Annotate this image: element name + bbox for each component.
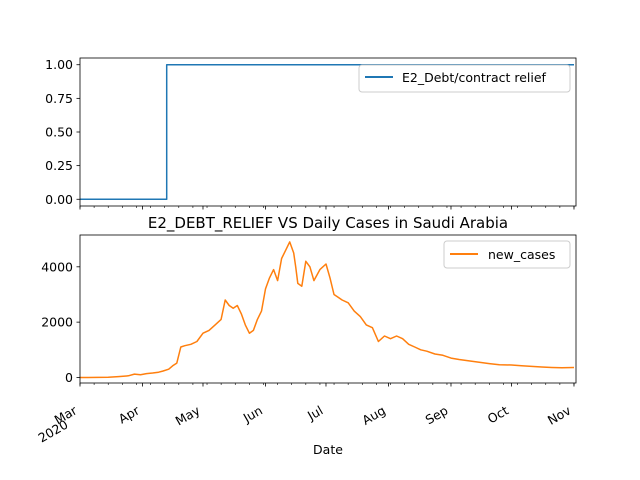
bottom-y-tick-label: 4000 — [41, 259, 73, 274]
bottom-series-line-0 — [80, 241, 575, 379]
bottom-legend-box — [443, 240, 571, 269]
top-axes-layer: 0.00 0.25 0.50 0.75 1.00 — [45, 57, 577, 210]
top-y-tick-label: 0.25 — [45, 158, 73, 173]
bottom-x-axis-title: Date — [313, 442, 343, 457]
bottom-x-tick-label: Jul — [304, 403, 325, 424]
bottom-series-layer — [80, 241, 575, 379]
bottom-legend-label: new_cases — [488, 247, 555, 262]
top-legend-label: E2_Debt/contract relief — [402, 70, 547, 85]
top-y-tick-label: 0.50 — [45, 125, 73, 140]
top-legend-box — [358, 64, 571, 93]
top-y-tick-label: 0.00 — [45, 192, 73, 207]
bottom-chart-title: E2_DEBT_RELIEF VS Daily Cases in Saudi A… — [148, 214, 508, 233]
top-y-tick-label: 0.75 — [45, 91, 73, 106]
top-y-tick-label: 1.00 — [45, 57, 73, 72]
bottom-plot-frame — [79, 234, 577, 384]
bottom-y-tick-label: 2000 — [41, 315, 73, 330]
bottom-legend: new_cases — [443, 240, 571, 269]
top-legend: E2_Debt/contract relief — [358, 64, 571, 93]
bottom-y-tick-label: 0 — [65, 370, 73, 385]
top-panel: 0.00 0.25 0.50 0.75 1.00 E2_Debt/contract re… — [45, 57, 577, 210]
